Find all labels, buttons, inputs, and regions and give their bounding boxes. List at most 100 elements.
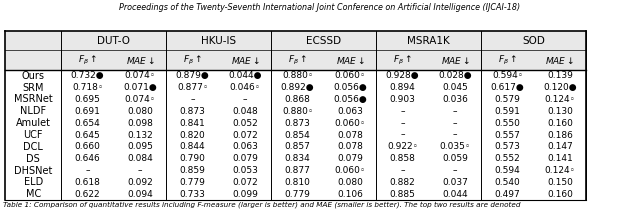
Text: $MAE\downarrow$: $MAE\downarrow$ <box>125 55 155 66</box>
Text: 0.160: 0.160 <box>547 190 573 199</box>
Text: 0.550: 0.550 <box>495 119 520 128</box>
Text: 0.160: 0.160 <box>547 119 573 128</box>
Text: $MAE\downarrow$: $MAE\downarrow$ <box>230 55 260 66</box>
Text: –: – <box>452 131 458 140</box>
Text: SRM: SRM <box>22 83 44 93</box>
Text: 0.654: 0.654 <box>75 119 100 128</box>
Text: SOD: SOD <box>522 36 545 46</box>
Text: ELD: ELD <box>24 177 43 187</box>
Text: 0.072: 0.072 <box>232 178 258 187</box>
Text: 0.733: 0.733 <box>180 190 205 199</box>
Text: 0.045: 0.045 <box>442 83 468 92</box>
Text: 0.071●: 0.071● <box>124 83 157 92</box>
Text: 0.591: 0.591 <box>495 107 520 116</box>
Text: 0.718◦: 0.718◦ <box>72 83 103 92</box>
Text: 0.810: 0.810 <box>285 178 310 187</box>
Text: 0.037: 0.037 <box>442 178 468 187</box>
Text: DCL: DCL <box>23 142 44 152</box>
Text: 0.844: 0.844 <box>180 142 205 151</box>
Text: 0.186: 0.186 <box>547 131 573 140</box>
Text: 0.059: 0.059 <box>442 154 468 163</box>
Text: 0.063: 0.063 <box>232 142 258 151</box>
Text: 0.036: 0.036 <box>442 95 468 104</box>
Text: 0.841: 0.841 <box>180 119 205 128</box>
Text: Proceedings of the Twenty-Seventh International Joint Conference on Artificial I: Proceedings of the Twenty-Seventh Intern… <box>120 3 520 12</box>
Text: 0.859: 0.859 <box>180 166 205 175</box>
Text: $F_{\beta}\uparrow$: $F_{\beta}\uparrow$ <box>498 54 517 67</box>
Text: 0.060◦: 0.060◦ <box>335 71 365 80</box>
Text: 0.790: 0.790 <box>180 154 205 163</box>
Text: 0.132: 0.132 <box>127 131 153 140</box>
Text: 0.880◦: 0.880◦ <box>282 71 313 80</box>
Text: 0.820: 0.820 <box>180 131 205 140</box>
Text: $F_{\beta}\uparrow$: $F_{\beta}\uparrow$ <box>393 54 412 67</box>
Text: 0.552: 0.552 <box>495 154 520 163</box>
Text: 0.660: 0.660 <box>75 142 100 151</box>
Text: 0.120●: 0.120● <box>543 83 577 92</box>
Text: 0.079: 0.079 <box>232 154 258 163</box>
Text: 0.695: 0.695 <box>75 95 100 104</box>
Text: 0.877: 0.877 <box>285 166 310 175</box>
Text: –: – <box>138 166 143 175</box>
Text: 0.858: 0.858 <box>390 154 415 163</box>
Text: $F_{\beta}\uparrow$: $F_{\beta}\uparrow$ <box>78 54 97 67</box>
Text: 0.147: 0.147 <box>547 142 573 151</box>
Text: 0.880◦: 0.880◦ <box>282 107 313 116</box>
Text: 0.060◦: 0.060◦ <box>335 166 365 175</box>
Text: $F_{\beta}\uparrow$: $F_{\beta}\uparrow$ <box>183 54 202 67</box>
Text: 0.894: 0.894 <box>390 83 415 92</box>
Text: 0.044●: 0.044● <box>228 71 262 80</box>
Text: –: – <box>452 166 458 175</box>
Text: –: – <box>400 131 405 140</box>
Text: –: – <box>85 166 90 175</box>
Text: 0.579: 0.579 <box>495 95 520 104</box>
Text: 0.080: 0.080 <box>127 107 153 116</box>
Text: 0.557: 0.557 <box>495 131 520 140</box>
Text: 0.130: 0.130 <box>547 107 573 116</box>
Text: DHSNet: DHSNet <box>14 165 52 175</box>
Text: 0.092: 0.092 <box>127 178 153 187</box>
Text: $MAE\downarrow$: $MAE\downarrow$ <box>440 55 470 66</box>
Text: 0.141: 0.141 <box>547 154 573 163</box>
Text: HKU-IS: HKU-IS <box>202 36 236 46</box>
Text: 0.873: 0.873 <box>285 119 310 128</box>
Text: 0.060◦: 0.060◦ <box>335 119 365 128</box>
Text: 0.080: 0.080 <box>337 178 363 187</box>
Text: 0.779: 0.779 <box>180 178 205 187</box>
Text: 0.618: 0.618 <box>75 178 100 187</box>
Text: 0.053: 0.053 <box>232 166 258 175</box>
Text: 0.044: 0.044 <box>442 190 468 199</box>
Text: –: – <box>243 95 248 104</box>
Text: 0.124◦: 0.124◦ <box>545 95 575 104</box>
Text: $MAE\downarrow$: $MAE\downarrow$ <box>545 55 575 66</box>
Text: MSRA1K: MSRA1K <box>408 36 450 46</box>
Text: 0.928●: 0.928● <box>386 71 419 80</box>
Text: –: – <box>400 166 405 175</box>
Text: 0.573: 0.573 <box>495 142 520 151</box>
Text: 0.048: 0.048 <box>232 107 258 116</box>
Text: MC: MC <box>26 189 41 199</box>
Text: 0.882: 0.882 <box>390 178 415 187</box>
Text: 0.084: 0.084 <box>127 154 153 163</box>
Text: –: – <box>452 119 458 128</box>
Text: 0.074◦: 0.074◦ <box>125 71 156 80</box>
Text: 0.056●: 0.056● <box>333 83 367 92</box>
Text: 0.052: 0.052 <box>232 119 258 128</box>
Text: 0.063: 0.063 <box>337 107 363 116</box>
Text: 0.139: 0.139 <box>547 71 573 80</box>
Text: 0.868: 0.868 <box>285 95 310 104</box>
Text: 0.098: 0.098 <box>127 119 153 128</box>
Text: 0.150: 0.150 <box>547 178 573 187</box>
Text: DUT-O: DUT-O <box>97 36 131 46</box>
Text: 0.857: 0.857 <box>285 142 310 151</box>
Text: 0.594◦: 0.594◦ <box>492 71 523 80</box>
Text: 0.099: 0.099 <box>232 190 258 199</box>
Text: 0.078: 0.078 <box>337 131 363 140</box>
Text: 0.594: 0.594 <box>495 166 520 175</box>
Text: 0.124◦: 0.124◦ <box>545 166 575 175</box>
Text: 0.035◦: 0.035◦ <box>440 142 470 151</box>
Text: –: – <box>190 95 195 104</box>
Text: 0.046◦: 0.046◦ <box>230 83 260 92</box>
Text: 0.922◦: 0.922◦ <box>387 142 418 151</box>
Text: NLDF: NLDF <box>20 106 46 116</box>
